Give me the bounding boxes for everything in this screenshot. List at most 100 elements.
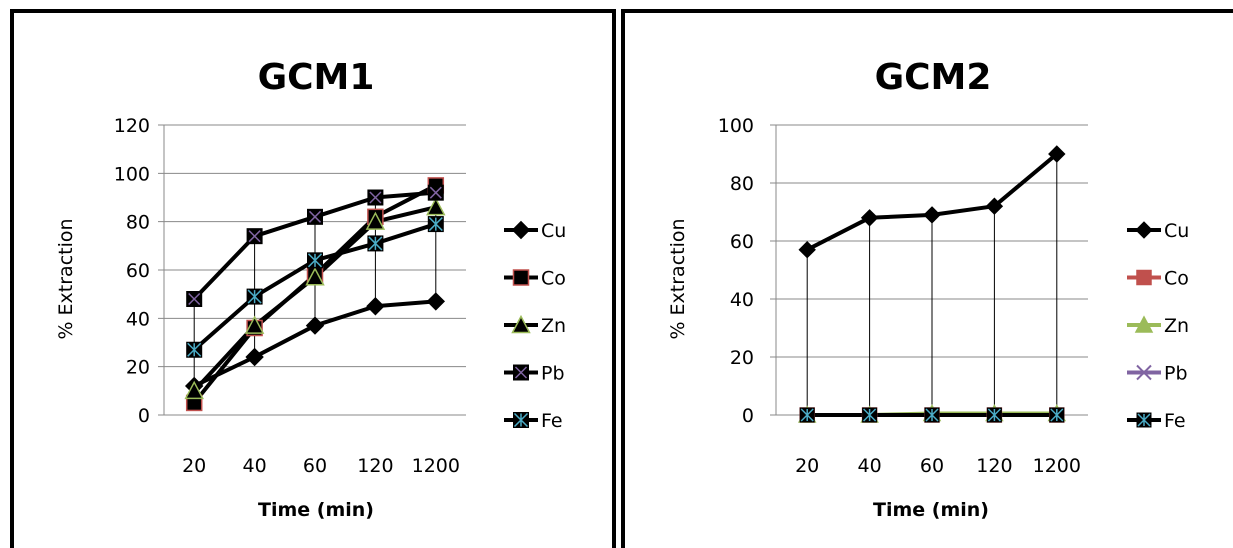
- chart-gcm1: GCM1 % Extraction Time (min) 0 20 40 60 80 10…: [55, 57, 566, 521]
- y-tick-label: 40: [126, 308, 150, 330]
- data-point: [427, 184, 444, 201]
- data-point: [186, 291, 203, 307]
- y-tick-label: 80: [730, 173, 754, 195]
- data-point: [799, 407, 815, 423]
- data-point: [186, 341, 203, 358]
- data-point: [924, 407, 940, 423]
- legend: Cu Co Zn Pb Fe: [504, 220, 566, 432]
- y-tick-label: 100: [114, 163, 150, 185]
- y-tick-label: 20: [730, 347, 754, 369]
- x-tick-label: 20: [182, 455, 206, 477]
- legend-marker: [511, 220, 531, 240]
- data-point: [426, 197, 446, 216]
- series-points-fe: [186, 216, 444, 358]
- x-axis-label: Time (min): [873, 499, 989, 521]
- legend-item-pb: Pb: [504, 363, 565, 385]
- y-tick-label: 100: [718, 115, 754, 137]
- legend-label: Pb: [541, 363, 565, 385]
- data-point: [862, 407, 878, 423]
- series-points-cu: [798, 145, 1066, 259]
- legend-item-fe: Fe: [504, 410, 563, 432]
- data-point: [426, 292, 446, 311]
- legend-marker: [1136, 412, 1152, 428]
- legend-marker: [1136, 269, 1152, 286]
- y-tick-label: 60: [126, 260, 150, 282]
- legend-item-cu: Cu: [504, 220, 566, 242]
- data-point: [1049, 407, 1065, 423]
- y-tick-label: 0: [138, 405, 150, 427]
- drop-lines: [806, 154, 1058, 415]
- y-tick-label: 120: [114, 115, 150, 137]
- y-tick-label: 60: [730, 231, 754, 253]
- data-point: [985, 197, 1004, 215]
- y-tick-label: 20: [126, 357, 150, 379]
- legend-label: Cu: [541, 220, 566, 242]
- y-tick-label: 0: [742, 405, 754, 427]
- y-tick-label: 80: [126, 212, 150, 234]
- legend-item-zn: Zn: [504, 314, 566, 337]
- data-point: [184, 380, 204, 400]
- legend-marker: [513, 412, 529, 428]
- x-tick-label: 20: [795, 455, 819, 477]
- data-point: [366, 297, 385, 316]
- series-points-zn: [184, 197, 446, 400]
- series-points-pb: [186, 184, 444, 307]
- data-point: [986, 407, 1002, 423]
- data-point: [305, 267, 325, 286]
- x-tick-label: 40: [858, 455, 882, 477]
- x-axis-label: Time (min): [258, 499, 374, 521]
- x-tick-label: 60: [920, 455, 944, 477]
- legend-label: Fe: [1164, 410, 1186, 432]
- chart-panel-gcm1: GCM1 % Extraction Time (min) 0 20 40 60 80 10…: [10, 9, 616, 548]
- chart-title: GCM1: [258, 57, 375, 98]
- legend-label: Cu: [1164, 220, 1189, 242]
- y-axis-label: % Extraction: [667, 218, 689, 339]
- x-tick-label: 120: [976, 455, 1012, 477]
- legend-marker: [1136, 364, 1152, 381]
- x-tick-label: 120: [357, 455, 393, 477]
- data-point: [244, 315, 265, 334]
- data-point: [246, 288, 263, 305]
- data-point: [365, 211, 386, 230]
- x-tick-label: 60: [303, 455, 327, 477]
- x-tick-label: 1200: [1033, 455, 1081, 477]
- legend-marker: [1135, 221, 1153, 239]
- legend-label: Pb: [1164, 363, 1188, 385]
- chart-gcm2: GCM2 % Extraction Time (min) 0 20 40 60 80 10…: [667, 57, 1189, 521]
- data-point: [307, 208, 323, 225]
- series-points-fe: [799, 407, 1065, 423]
- data-point: [305, 316, 325, 335]
- chart-panel-gcm2: GCM2 % Extraction Time (min) 0 20 40 60 80 10…: [621, 9, 1233, 548]
- data-point: [923, 206, 941, 224]
- legend-item-co: Co: [1127, 268, 1189, 290]
- legend-item-co: Co: [504, 268, 566, 290]
- legend-item-fe: Fe: [1127, 410, 1186, 432]
- legend-item-pb: Pb: [1127, 363, 1188, 385]
- legend-label: Co: [541, 268, 566, 290]
- data-point: [367, 235, 384, 252]
- legend-item-zn: Zn: [1127, 315, 1189, 337]
- data-point: [307, 252, 323, 269]
- data-point: [1048, 145, 1066, 163]
- legend-item-cu: Cu: [1127, 220, 1189, 242]
- data-point: [860, 209, 879, 227]
- data-point: [367, 189, 384, 206]
- x-tick-label: 1200: [412, 455, 460, 477]
- legend-marker: [512, 269, 530, 286]
- chart-title: GCM2: [875, 57, 992, 98]
- legend-marker: [513, 364, 529, 381]
- data-point: [427, 216, 444, 233]
- legend-marker: [511, 314, 531, 334]
- x-tick-label: 40: [243, 455, 267, 477]
- legend: Cu Co Zn Pb Fe: [1127, 220, 1189, 432]
- data-point: [798, 240, 816, 259]
- y-tick-label: 40: [730, 289, 754, 311]
- data-point: [245, 347, 264, 367]
- legend-label: Zn: [1164, 315, 1189, 337]
- y-axis-label: % Extraction: [55, 218, 77, 339]
- legend-label: Fe: [541, 410, 563, 432]
- legend-label: Zn: [541, 315, 566, 337]
- legend-label: Co: [1164, 268, 1189, 290]
- data-point: [246, 228, 263, 245]
- legend-marker: [1134, 315, 1154, 333]
